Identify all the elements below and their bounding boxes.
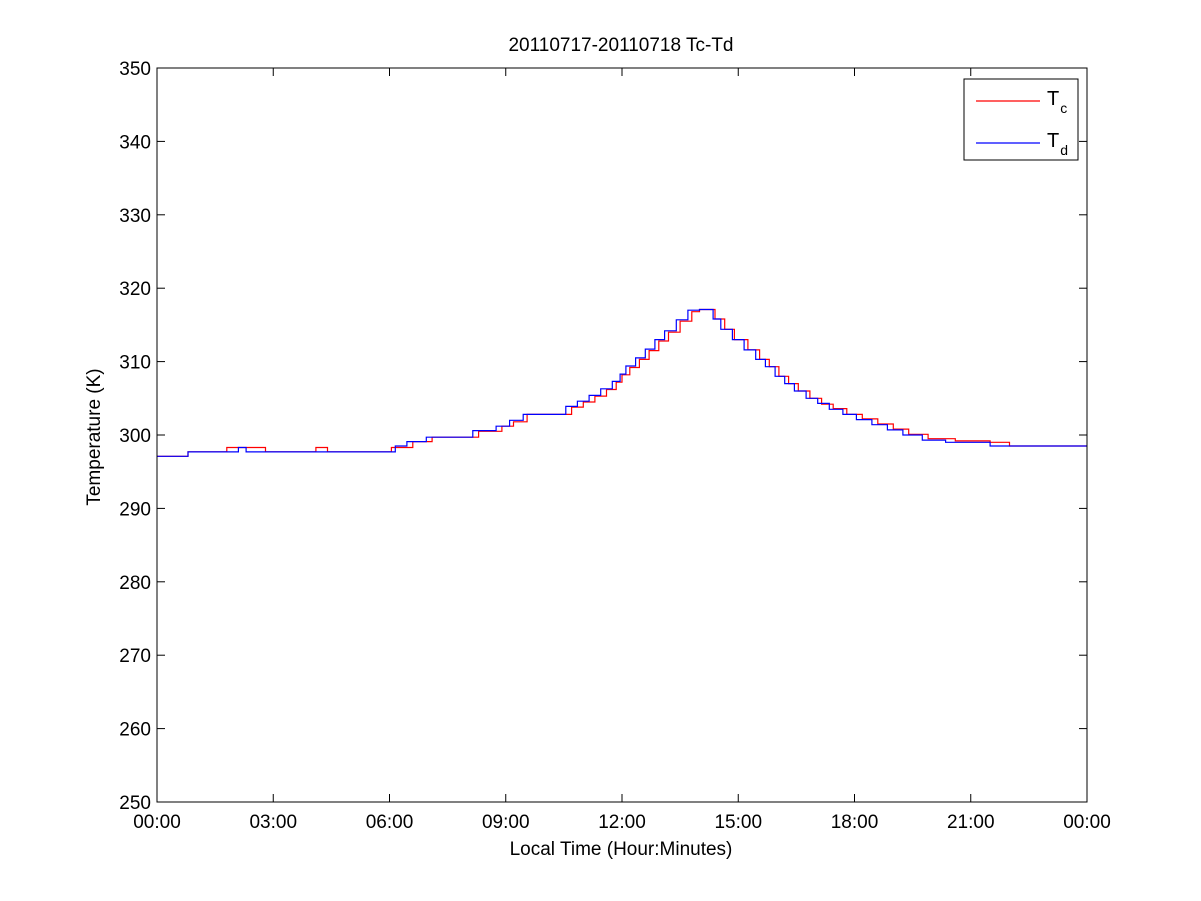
x-tick-label: 03:00 xyxy=(249,812,297,833)
y-tick-label: 260 xyxy=(119,720,151,741)
legend: Tc Td xyxy=(963,78,1079,161)
y-tick-label: 300 xyxy=(119,426,151,447)
x-tick-label: 06:00 xyxy=(366,812,414,833)
plot-frame xyxy=(156,67,1088,803)
y-tick-label: 280 xyxy=(119,573,151,594)
x-tick-label: 12:00 xyxy=(598,812,646,833)
y-tick-label: 330 xyxy=(119,206,151,227)
y-tick-label: 270 xyxy=(119,646,151,667)
x-tick-label: 00:00 xyxy=(133,812,181,833)
legend-label-td: Td xyxy=(1047,130,1068,158)
x-tick-label: 00:00 xyxy=(1063,812,1111,833)
x-axis-title: Local Time (Hour:Minutes) xyxy=(510,839,733,860)
y-tick-label: 290 xyxy=(119,499,151,520)
x-tick-label: 18:00 xyxy=(831,812,879,833)
x-tick-label: 09:00 xyxy=(482,812,530,833)
y-tick-label: 310 xyxy=(119,353,151,374)
chart-title: 20110717-20110718 Tc-Td xyxy=(508,35,733,56)
y-tick-label: 320 xyxy=(119,279,151,300)
plot-series xyxy=(157,308,1087,457)
x-axis: 00:00 03:00 06:00 09:00 12:00 15:00 18:00 21:00… xyxy=(133,68,1111,833)
x-tick-label: 21:00 xyxy=(947,812,995,833)
y-tick-label: 350 xyxy=(119,59,151,80)
y-tick-label: 250 xyxy=(119,793,151,814)
x-tick-label: 15:00 xyxy=(714,812,762,833)
series-line-td xyxy=(157,308,1087,457)
legend-box xyxy=(963,78,1079,161)
series-line-tc xyxy=(157,308,1087,457)
y-tick-label: 340 xyxy=(119,132,151,153)
y-axis-title: Temperature (K) xyxy=(84,368,105,505)
y-axis: 250 260 270 280 290 300 310 320 330 340 350 xyxy=(119,59,1087,814)
legend-label-tc: Tc xyxy=(1047,88,1067,116)
